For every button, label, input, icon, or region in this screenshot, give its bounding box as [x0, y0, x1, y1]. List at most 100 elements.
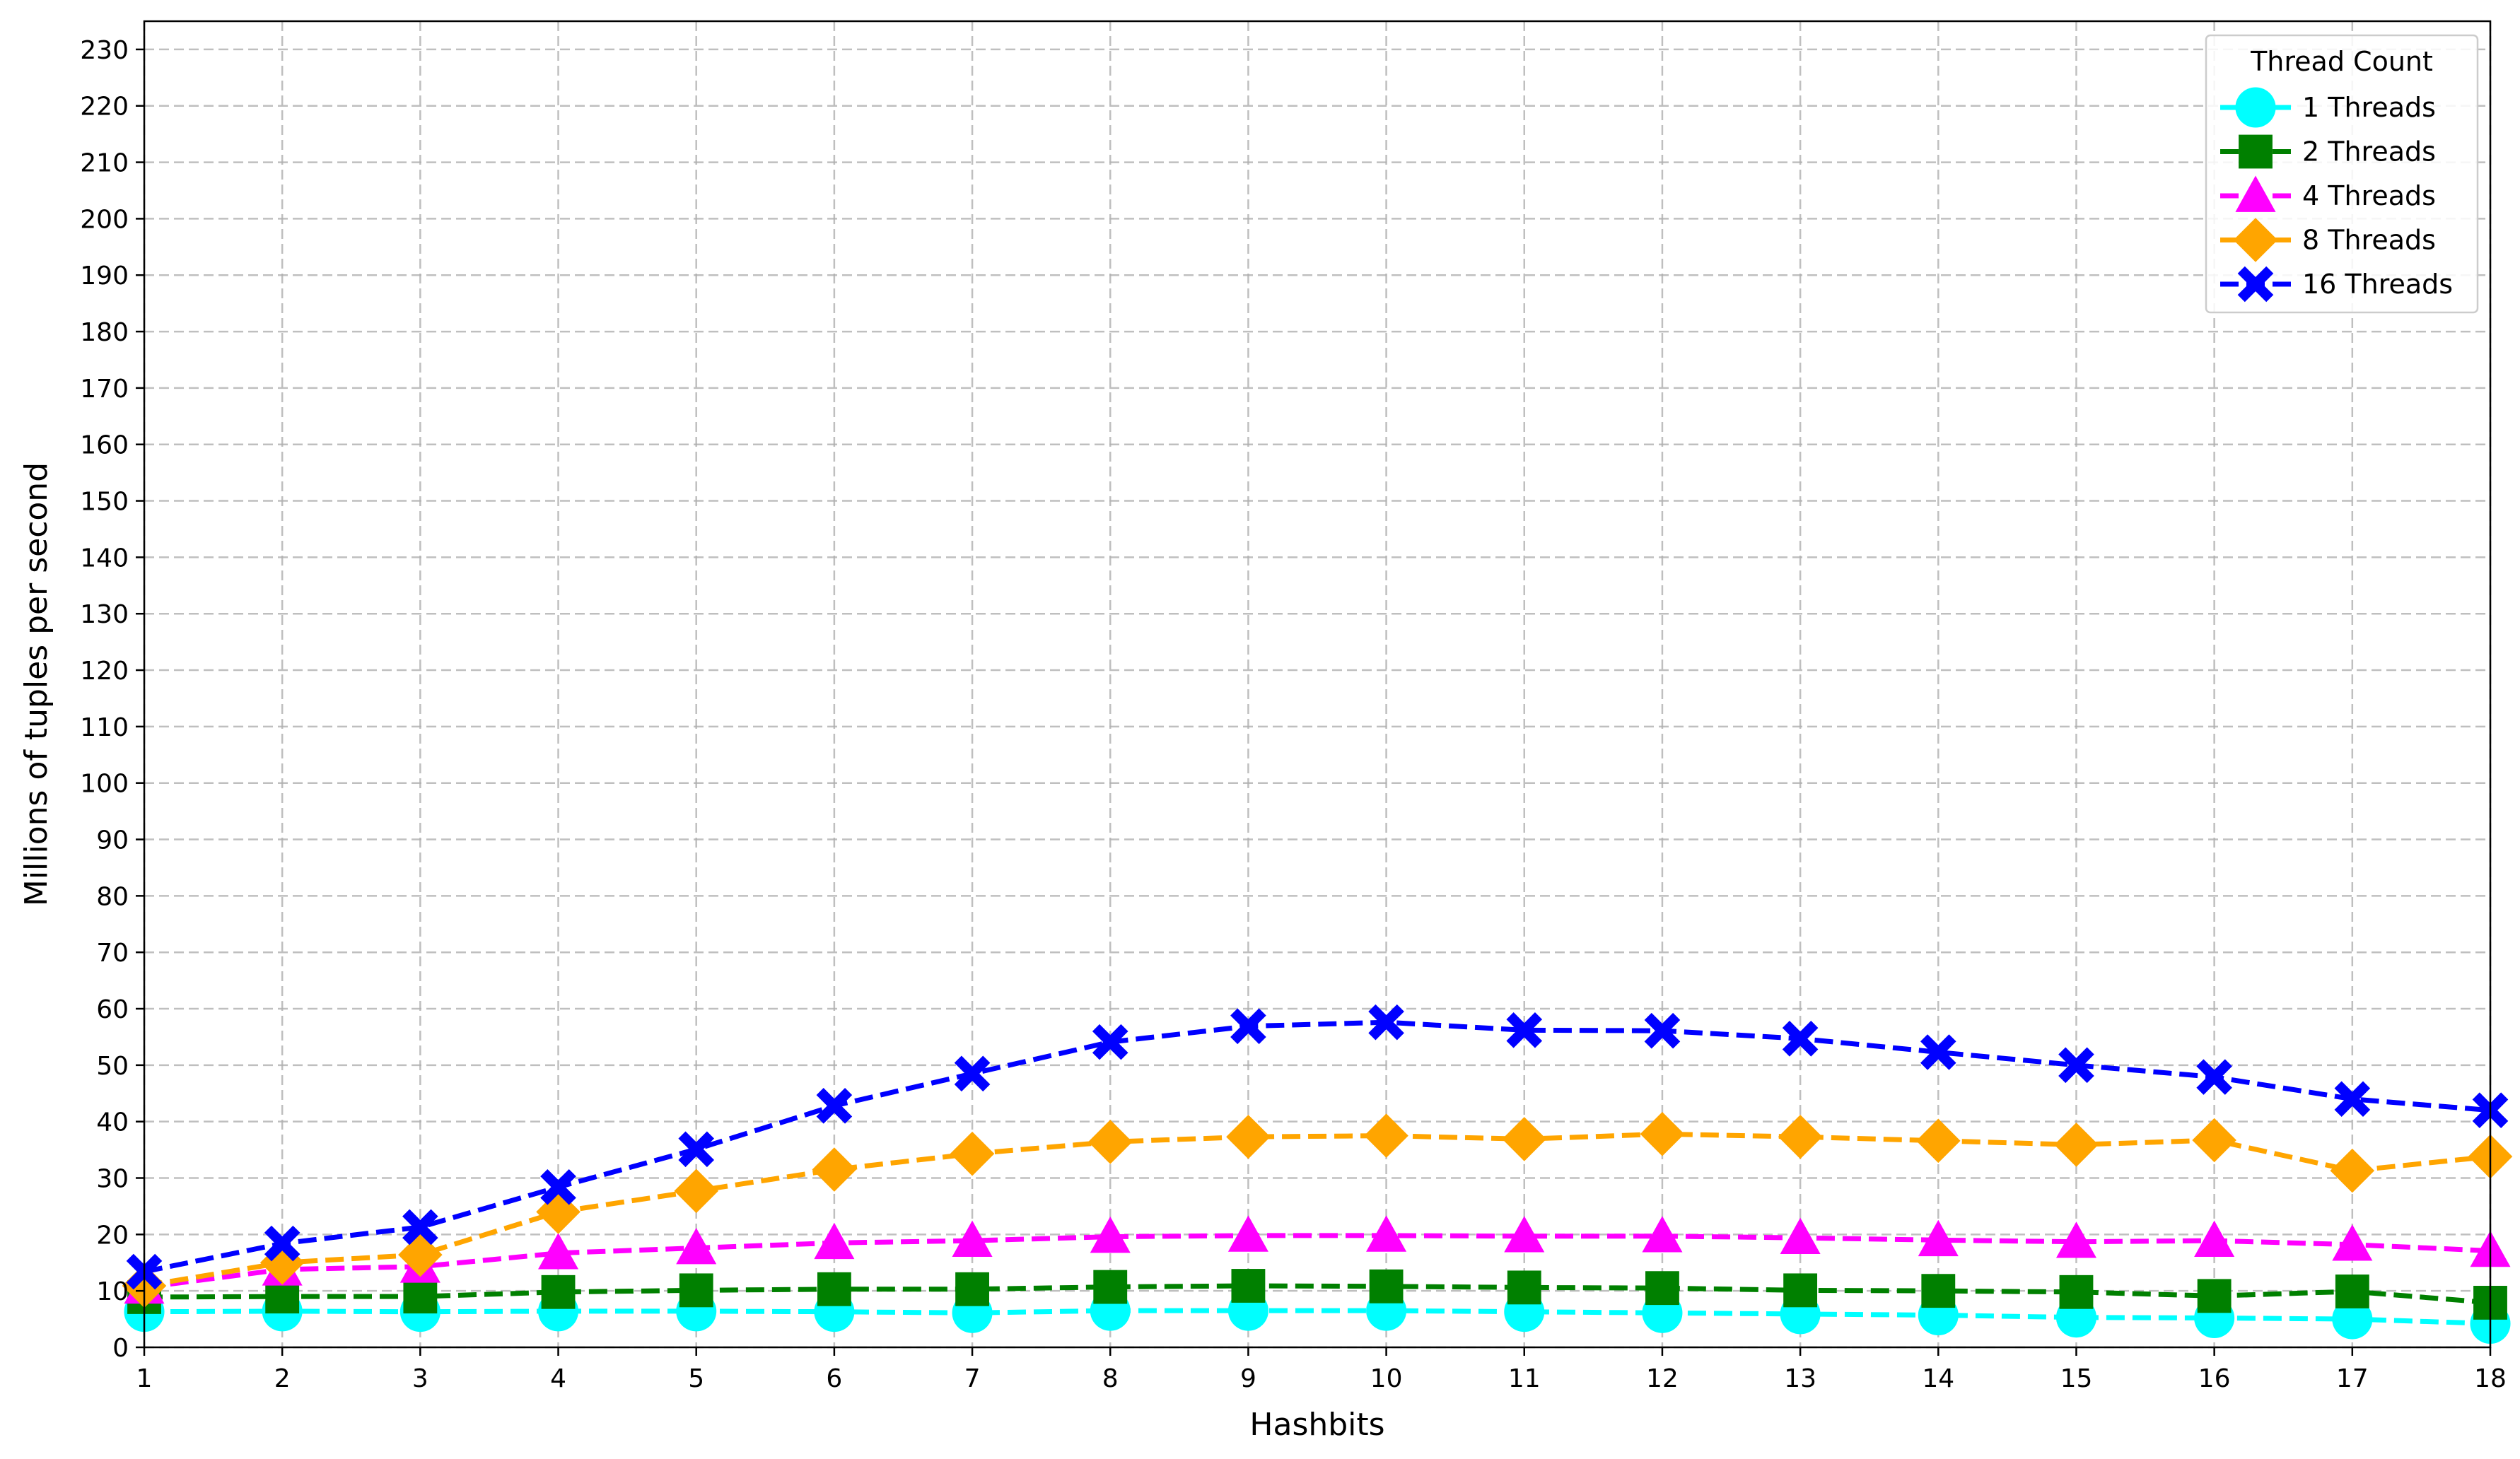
y-axis-ticks: 0 10 20 30 40 50 60 70 80 90 100 110 120 130 140 150 160…	[80, 36, 144, 1363]
legend-item: 2 Threads	[2220, 134, 2436, 169]
legend-marker	[2233, 218, 2278, 262]
data-point	[1642, 1216, 1683, 1253]
data-point	[2196, 1059, 2232, 1095]
y-tick-label: 80	[96, 882, 129, 911]
data-point	[1916, 1118, 1961, 1164]
y-tick-label: 210	[80, 149, 129, 178]
x-tick-label: 18	[2474, 1364, 2507, 1393]
data-point	[2332, 1299, 2373, 1340]
data-point	[1506, 1012, 1543, 1048]
data-point	[1780, 1217, 1821, 1254]
data-point	[538, 1233, 579, 1270]
series-line	[144, 1283, 2491, 1306]
data-point	[1644, 1012, 1681, 1049]
x-tick-label: 14	[1922, 1364, 1954, 1393]
data-point	[1087, 1120, 1133, 1164]
data-point	[2334, 1081, 2371, 1118]
data-point	[1918, 1219, 1959, 1257]
series-line	[144, 1233, 2491, 1290]
data-point	[1364, 1113, 1408, 1158]
y-tick-label: 10	[96, 1277, 129, 1306]
data-point	[679, 1273, 713, 1308]
data-point	[2332, 1224, 2373, 1261]
data-point	[264, 1225, 301, 1262]
data-point	[2330, 1148, 2375, 1193]
data-point	[1369, 1269, 1404, 1303]
data-point	[812, 1147, 857, 1192]
x-tick-label: 2	[274, 1364, 291, 1393]
data-point	[954, 1055, 991, 1092]
data-point	[1227, 1215, 1268, 1252]
legend-label: 1 Threads	[2302, 92, 2436, 123]
legend-items: 1 Threads 2 Threads 4 Threads 8 Threads 16 T…	[2220, 87, 2453, 303]
legend-marker	[2235, 175, 2276, 212]
legend-item: 8 Threads	[2220, 218, 2436, 262]
y-tick-label: 130	[80, 600, 129, 629]
data-point	[1645, 1271, 1679, 1306]
legend-marker	[2237, 266, 2274, 303]
data-point	[403, 1279, 438, 1314]
x-tick-label: 10	[1370, 1364, 1403, 1393]
data-point	[1783, 1273, 1818, 1308]
x-axis-ticks: 1 2 3 4 5 6 7 8 9 10 11 12 13 14 15 16 17 18	[136, 1347, 2507, 1393]
y-axis-label: Millions of tuples per second	[18, 462, 54, 906]
data-point	[2192, 1118, 2236, 1163]
data-point	[1502, 1117, 1547, 1161]
y-tick-label: 170	[80, 375, 129, 404]
data-point	[2058, 1047, 2094, 1084]
x-tick-label: 15	[2060, 1364, 2093, 1393]
data-point	[1231, 1269, 1266, 1303]
data-point	[2335, 1275, 2369, 1308]
x-tick-label: 13	[1784, 1364, 1816, 1393]
data-point	[817, 1272, 851, 1306]
data-point	[814, 1222, 855, 1260]
data-point	[674, 1168, 718, 1214]
y-tick-label: 180	[80, 318, 129, 347]
legend-item: 1 Threads	[2220, 87, 2436, 128]
legend-marker	[2239, 134, 2273, 169]
data-point	[541, 1275, 576, 1309]
data-point	[1782, 1021, 1819, 1057]
legend-label: 16 Threads	[2302, 269, 2453, 300]
data-point	[1093, 1270, 1128, 1304]
data-point	[678, 1131, 715, 1168]
series-4-threads	[124, 1215, 2511, 1304]
y-tick-label: 0	[112, 1334, 129, 1363]
x-tick-label: 8	[1102, 1364, 1119, 1393]
data-point	[955, 1272, 989, 1306]
x-tick-label: 3	[412, 1364, 428, 1393]
y-tick-label: 200	[80, 205, 129, 234]
data-point	[2059, 1275, 2094, 1309]
data-point	[816, 1088, 853, 1124]
plot-frame	[143, 20, 2492, 1349]
y-tick-label: 220	[80, 93, 129, 122]
x-axis-label: Hashbits	[1249, 1407, 1384, 1443]
legend-label: 4 Threads	[2302, 180, 2436, 211]
x-tick-label: 5	[688, 1364, 704, 1393]
data-point	[2197, 1279, 2232, 1313]
legend-item: 4 Threads	[2220, 175, 2436, 212]
x-tick-label: 9	[1240, 1364, 1256, 1393]
legend-marker	[2235, 87, 2276, 128]
y-tick-label: 70	[96, 939, 129, 968]
data-point	[952, 1220, 993, 1257]
legend-label: 8 Threads	[2302, 225, 2436, 256]
grid	[143, 21, 2492, 1349]
data-point	[1504, 1216, 1545, 1253]
legend-title: Thread Count	[2250, 46, 2433, 77]
series-16-threads	[126, 1004, 2509, 1290]
y-tick-label: 150	[80, 488, 129, 517]
series-line	[144, 1131, 2491, 1289]
data-point	[676, 1227, 717, 1265]
y-tick-label: 120	[80, 657, 129, 686]
y-tick-label: 100	[80, 770, 129, 799]
series-line	[144, 1019, 2491, 1275]
y-tick-label: 90	[96, 826, 129, 855]
x-tick-label: 17	[2336, 1364, 2369, 1393]
data-point	[1778, 1114, 1823, 1159]
data-point	[2194, 1220, 2235, 1257]
data-point	[540, 1168, 576, 1205]
data-point	[2054, 1123, 2099, 1167]
data-point	[1921, 1274, 1956, 1308]
